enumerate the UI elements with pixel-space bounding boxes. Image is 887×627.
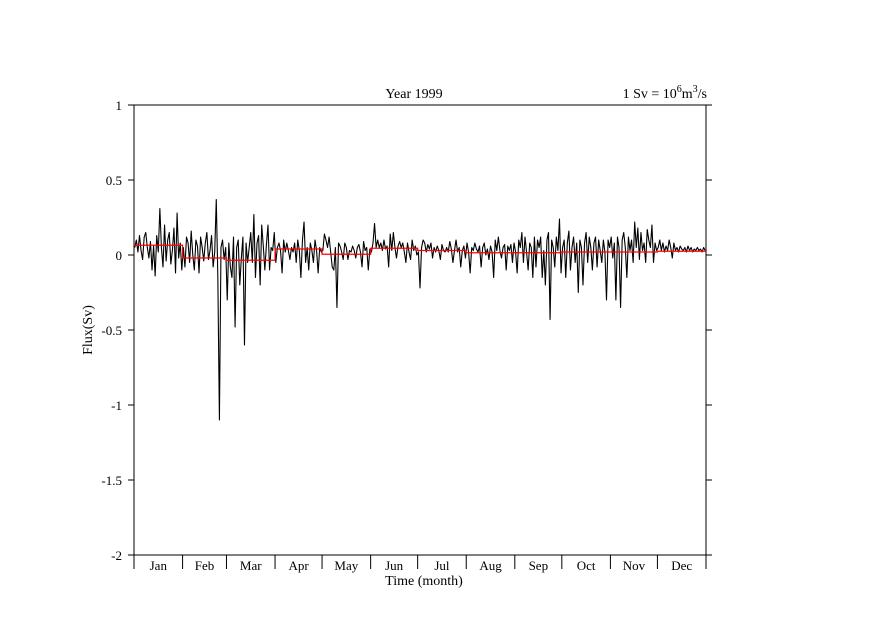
unit-note-exp-6: 6 [677,84,682,95]
axes: 1 0.5 0 -0.5 -1 -1.5 -2 Jan Feb Mar Apr May Jun Jul Au… [101,98,712,573]
unit-note: 1 Sv = 106m3/s [623,84,707,102]
x-tick-label-apr: Apr [288,558,309,573]
x-tick-label-nov: Nov [623,558,646,573]
series-group [134,198,706,421]
x-tick-label-jun: Jun [385,558,404,573]
unit-note-suffix: /s [698,87,707,102]
x-tick-label-oct: Oct [577,558,596,573]
unit-note-prefix: 1 Sv = 10 [623,87,677,102]
x-tick-label-mar: Mar [240,558,262,573]
y-tick-label: 0.5 [106,173,122,188]
y-tick-label: -0.5 [101,323,122,338]
unit-note-exp-3: 3 [693,84,698,95]
x-tick-label-dec: Dec [671,558,692,573]
chart-title: Year 1999 [385,87,442,102]
unit-note-mid: m [682,87,693,102]
x-tick-label-jan: Jan [150,558,168,573]
x-tick-label-aug: Aug [479,558,502,573]
y-axis-label: Flux(Sv) [81,305,96,355]
daily-flux-line [134,198,706,421]
monthly-mean-line [134,244,706,261]
y-tick-label: 1 [116,98,123,113]
y-tick-label: 0 [116,248,123,263]
x-axis-label: Time (month) [385,574,463,589]
x-tick-label-sep: Sep [529,558,549,573]
x-tick-label-jul: Jul [434,558,450,573]
x-tick-label-may: May [334,558,358,573]
x-tick-label-feb: Feb [195,558,215,573]
y-tick-label: -1.5 [101,473,122,488]
y-tick-label: -2 [111,548,122,563]
y-tick-label: -1 [111,398,122,413]
